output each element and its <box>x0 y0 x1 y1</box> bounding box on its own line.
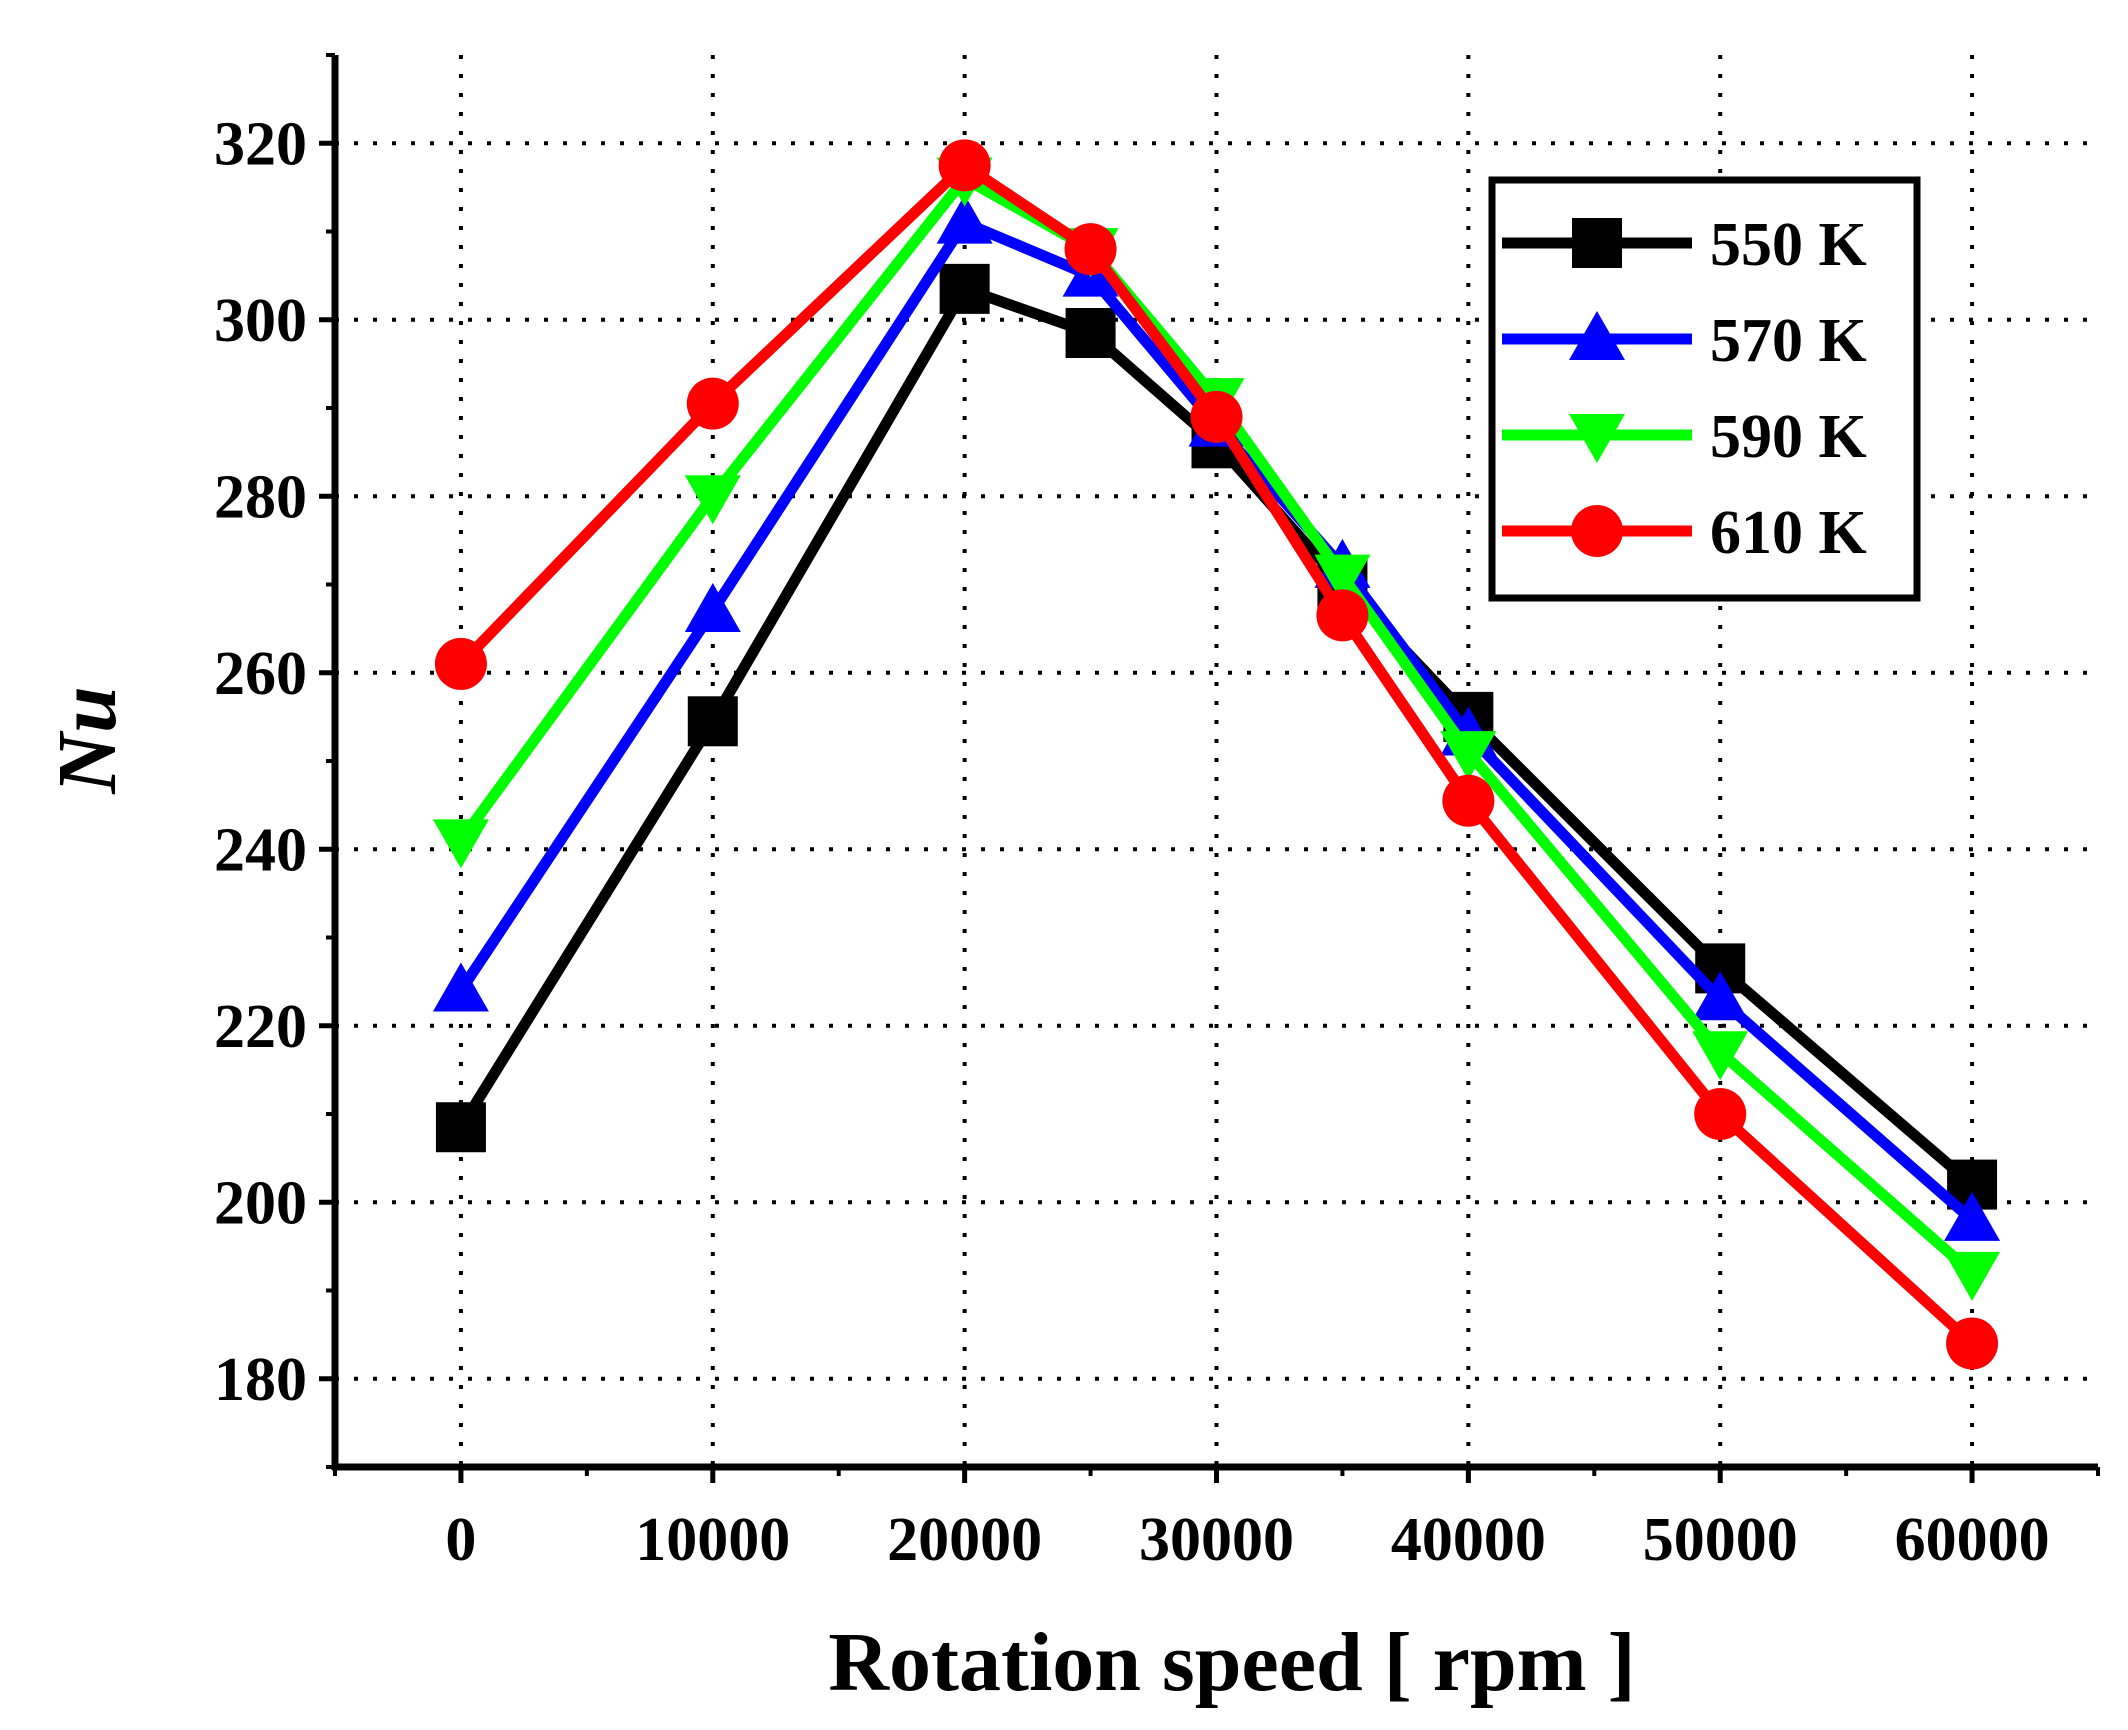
legend-label: 590 K <box>1710 403 1867 471</box>
legend: 550 K 570 K 590 K 610 K <box>1488 176 1921 602</box>
data-point <box>434 637 487 690</box>
data-point <box>1316 589 1369 642</box>
legend-marker <box>1569 311 1625 360</box>
data-point <box>1065 307 1116 358</box>
data-point <box>1440 731 1497 781</box>
y-tick-label: 260 <box>214 640 307 708</box>
tick-labels: 180 200 220 240 260 280 300 320 0 10000 20000 30000… <box>214 110 2050 1574</box>
data-point <box>936 194 993 244</box>
x-tick-label: 0 <box>445 1506 476 1574</box>
y-tick-label: 300 <box>214 287 307 355</box>
y-tick-label: 320 <box>214 110 307 178</box>
y-tick-label: 240 <box>214 816 307 884</box>
x-axis-title: Rotation speed [ rpm ] <box>828 1616 1635 1709</box>
data-point <box>939 263 990 314</box>
x-tick-label: 10000 <box>635 1506 790 1574</box>
data-point <box>432 962 489 1012</box>
legend-item: 570 K <box>1502 307 1867 375</box>
data-point <box>1946 1317 1999 1370</box>
data-point <box>684 582 741 632</box>
series-layer <box>432 139 2001 1370</box>
series-610-k <box>434 139 1999 1370</box>
x-tick-label: 40000 <box>1391 1506 1546 1574</box>
data-point <box>1692 971 1749 1021</box>
data-point <box>432 819 489 869</box>
data-point <box>1692 1031 1749 1081</box>
x-tick-label: 50000 <box>1643 1506 1798 1574</box>
legend-label: 570 K <box>1710 307 1867 375</box>
legend-marker <box>1569 414 1625 463</box>
data-point <box>1694 1088 1747 1140</box>
legend-item: 610 K <box>1502 499 1867 567</box>
y-tick-label: 280 <box>214 463 307 531</box>
legend-marker <box>1572 218 1622 268</box>
data-point <box>938 139 991 192</box>
x-tick-label: 30000 <box>1139 1506 1294 1574</box>
legend-label: 610 K <box>1710 499 1867 567</box>
y-tick-label: 220 <box>214 993 307 1061</box>
y-tick-label: 200 <box>214 1169 307 1237</box>
legend-item: 590 K <box>1502 403 1867 471</box>
data-point <box>435 1102 486 1153</box>
y-axis-title: Nu <box>41 686 134 794</box>
data-point <box>1442 774 1495 827</box>
data-point <box>1064 223 1117 276</box>
axes <box>319 53 2100 1483</box>
y-tick-label: 180 <box>214 1346 307 1414</box>
x-tick-label: 20000 <box>887 1506 1042 1574</box>
data-point <box>1944 1191 2001 1241</box>
legend-label: 550 K <box>1710 211 1867 279</box>
data-point <box>1314 554 1371 604</box>
legend-marker <box>1571 505 1623 557</box>
x-tick-label: 60000 <box>1895 1506 2050 1574</box>
data-point <box>1190 390 1243 443</box>
data-point <box>687 696 738 747</box>
data-point <box>1944 1251 2001 1301</box>
data-point <box>686 377 739 430</box>
data-point <box>684 475 741 525</box>
legend-item: 550 K <box>1502 211 1867 279</box>
